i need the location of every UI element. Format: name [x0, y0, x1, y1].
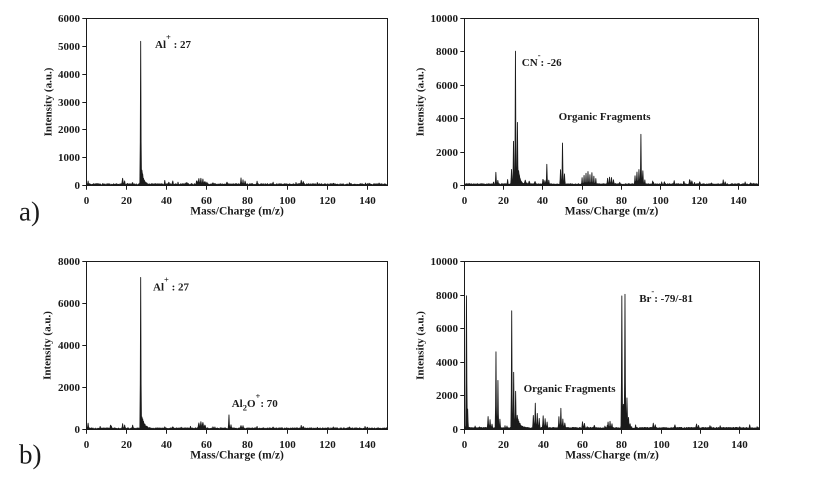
svg-text:10000: 10000 [431, 13, 459, 25]
svg-text:20: 20 [121, 195, 133, 207]
svg-text:40: 40 [161, 195, 173, 207]
svg-text:6000: 6000 [436, 80, 459, 92]
svg-text:Intensity (a.u.): Intensity (a.u.) [415, 67, 427, 136]
svg-text:1000: 1000 [58, 152, 81, 164]
svg-text:20: 20 [498, 439, 510, 451]
svg-text:0: 0 [75, 180, 81, 192]
svg-text:4000: 4000 [58, 69, 81, 81]
svg-text:60: 60 [577, 439, 589, 451]
svg-text:140: 140 [730, 195, 747, 207]
svg-text:Organic Fragments: Organic Fragments [524, 383, 617, 395]
svg-text:Intensity (a.u.): Intensity (a.u.) [42, 311, 54, 380]
svg-text:140: 140 [731, 439, 748, 451]
svg-text:6000: 6000 [436, 323, 459, 335]
svg-text:40: 40 [161, 439, 173, 451]
svg-text:6000: 6000 [58, 13, 81, 25]
svg-text:b): b) [19, 440, 42, 470]
svg-text:0: 0 [84, 439, 90, 451]
svg-text:120: 120 [319, 195, 336, 207]
svg-text:60: 60 [201, 439, 213, 451]
svg-text:2000: 2000 [58, 382, 81, 394]
svg-text:4000: 4000 [58, 340, 81, 352]
svg-text:8000: 8000 [436, 46, 459, 58]
svg-text:100: 100 [653, 439, 670, 451]
svg-text:0: 0 [84, 195, 90, 207]
svg-text:Mass/Charge (m/z): Mass/Charge (m/z) [565, 450, 659, 462]
svg-text:120: 120 [691, 195, 708, 207]
svg-text:80: 80 [242, 439, 254, 451]
svg-text:8000: 8000 [436, 290, 459, 302]
svg-text:Intensity (a.u.): Intensity (a.u.) [43, 67, 55, 136]
svg-text:0: 0 [462, 439, 468, 451]
svg-text:40: 40 [537, 195, 549, 207]
svg-text:Mass/Charge (m/z): Mass/Charge (m/z) [565, 206, 659, 218]
svg-text:100: 100 [279, 195, 296, 207]
svg-text:8000: 8000 [58, 256, 81, 268]
svg-text:0: 0 [453, 180, 459, 192]
svg-text:Organic Fragments: Organic Fragments [559, 111, 652, 123]
svg-text:0: 0 [453, 424, 459, 436]
svg-text:0: 0 [462, 195, 468, 207]
svg-text:Mass/Charge (m/z): Mass/Charge (m/z) [190, 206, 284, 218]
svg-text:100: 100 [652, 195, 669, 207]
svg-text:4000: 4000 [436, 357, 459, 369]
svg-text:3000: 3000 [58, 97, 81, 109]
svg-text:2000: 2000 [58, 124, 81, 136]
svg-text:60: 60 [577, 195, 589, 207]
svg-text:Mass/Charge (m/z): Mass/Charge (m/z) [190, 450, 284, 462]
svg-text:100: 100 [279, 439, 296, 451]
svg-text:2000: 2000 [436, 147, 459, 159]
svg-text:6000: 6000 [58, 298, 81, 310]
svg-text:Intensity (a.u.): Intensity (a.u.) [415, 311, 427, 380]
svg-text:20: 20 [498, 195, 510, 207]
svg-text:80: 80 [616, 439, 628, 451]
svg-text:140: 140 [359, 439, 376, 451]
svg-text:60: 60 [201, 195, 213, 207]
svg-text:2000: 2000 [436, 390, 459, 402]
svg-text:10000: 10000 [431, 256, 459, 268]
svg-text:a): a) [19, 197, 40, 227]
svg-text:80: 80 [616, 195, 628, 207]
svg-text:40: 40 [538, 439, 550, 451]
svg-text:0: 0 [75, 424, 81, 436]
svg-text:4000: 4000 [436, 113, 459, 125]
svg-text:140: 140 [359, 195, 376, 207]
svg-text:5000: 5000 [58, 41, 81, 53]
svg-text:120: 120 [319, 439, 336, 451]
svg-text:80: 80 [242, 195, 254, 207]
svg-text:20: 20 [121, 439, 133, 451]
svg-text:120: 120 [692, 439, 709, 451]
